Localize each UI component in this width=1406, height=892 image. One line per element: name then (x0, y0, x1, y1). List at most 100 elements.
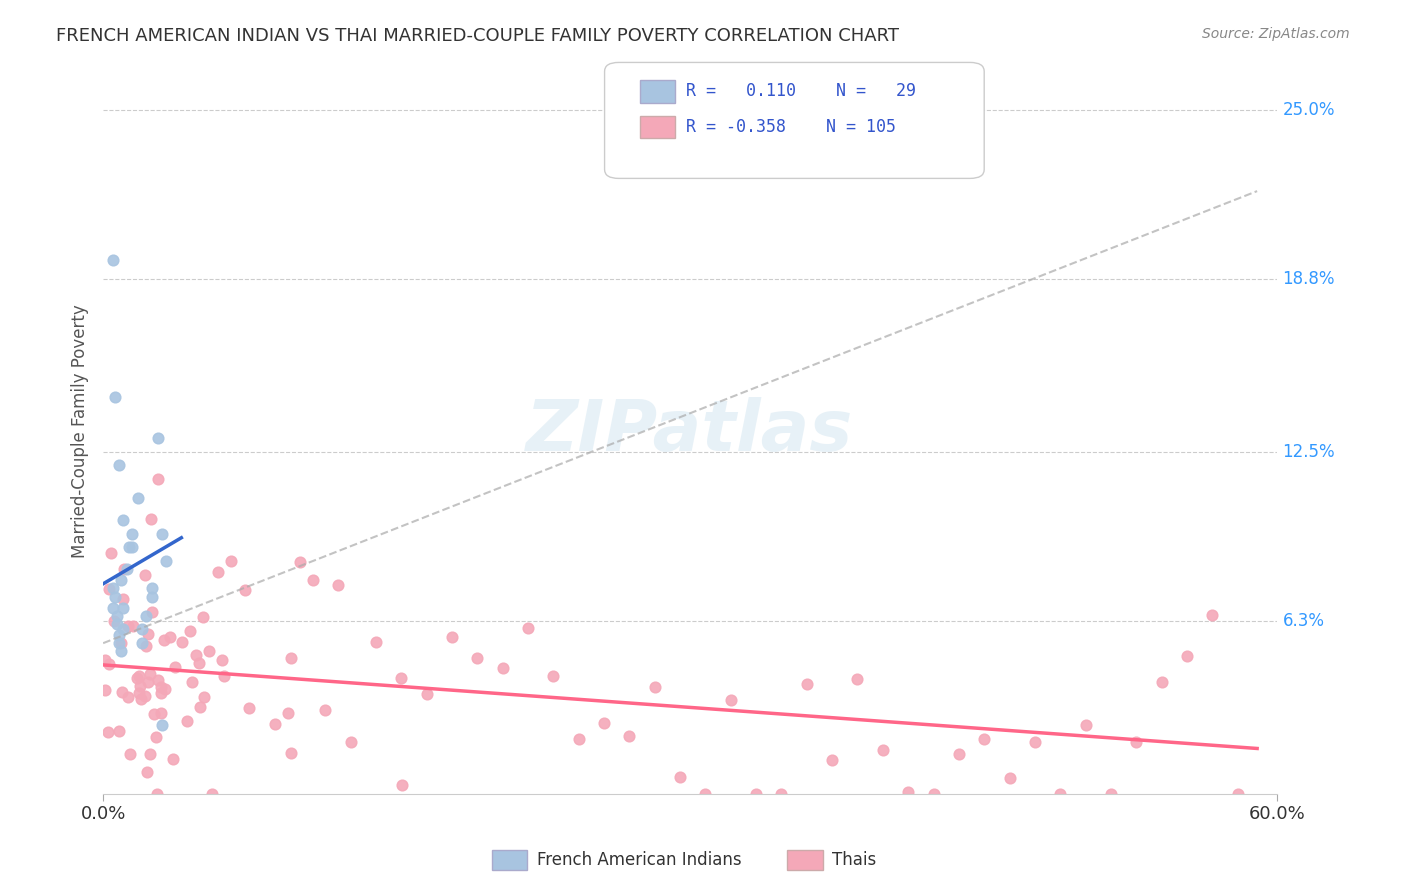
Point (146, 431, 169, 445)
Point (145, 730, 167, 744)
Point (187, 657, 209, 671)
Point (128, 669, 150, 683)
Point (207, 566, 229, 580)
Y-axis label: Married-Couple Family Poverty: Married-Couple Family Poverty (72, 304, 89, 558)
Point (141, 590, 163, 604)
Text: 25.0%: 25.0% (1282, 101, 1336, 119)
Point (1125, 734, 1147, 748)
Point (107, 628, 129, 642)
Point (201, 787, 224, 801)
Point (314, 703, 336, 717)
Point (720, 692, 742, 706)
Point (111, 685, 134, 699)
Point (100, 546, 122, 560)
Point (146, 673, 169, 687)
Text: 12.5%: 12.5% (1282, 442, 1336, 460)
Point (280, 746, 302, 760)
Point (127, 491, 149, 505)
Point (235, 582, 257, 597)
Point (391, 779, 413, 793)
Point (364, 635, 387, 649)
Point (543, 669, 565, 683)
Point (277, 706, 299, 721)
Text: R =   0.110    N =   29: R = 0.110 N = 29 (686, 82, 917, 100)
Point (155, 554, 177, 568)
Point (745, 787, 768, 801)
Point (922, 787, 945, 801)
Point (211, 653, 233, 667)
Point (948, 747, 970, 761)
Point (619, 729, 641, 743)
Point (135, 608, 157, 623)
Point (146, 787, 169, 801)
Point (339, 735, 361, 749)
Point (973, 731, 995, 746)
Point (139, 667, 162, 681)
Point (1226, 787, 1249, 801)
Point (159, 630, 181, 644)
Point (117, 618, 139, 632)
Point (110, 636, 132, 650)
Point (117, 690, 139, 705)
Point (128, 679, 150, 693)
Text: 6.3%: 6.3% (1282, 612, 1324, 631)
Point (176, 714, 198, 729)
Point (98, 582, 121, 597)
Point (111, 623, 134, 637)
Point (770, 787, 793, 801)
Point (118, 747, 141, 761)
Point (150, 686, 173, 700)
Point (111, 600, 134, 615)
Point (94, 683, 117, 698)
Point (105, 608, 128, 623)
Point (94, 653, 117, 667)
Point (136, 675, 159, 690)
Point (139, 747, 162, 761)
Point (1201, 608, 1223, 623)
Point (146, 472, 169, 486)
Point (163, 660, 186, 674)
Point (101, 253, 124, 268)
Point (112, 562, 135, 576)
Point (141, 511, 163, 525)
Point (110, 644, 132, 658)
Point (280, 651, 302, 665)
Point (263, 717, 285, 731)
Point (150, 680, 173, 694)
Point (1074, 717, 1097, 731)
Point (121, 541, 143, 555)
Text: 18.8%: 18.8% (1282, 270, 1336, 288)
Point (492, 661, 515, 675)
Text: Source: ZipAtlas.com: Source: ZipAtlas.com (1202, 27, 1350, 41)
Point (131, 636, 153, 650)
Point (142, 706, 165, 721)
Point (107, 723, 129, 738)
Point (1175, 649, 1198, 664)
Point (101, 600, 124, 615)
Point (103, 614, 125, 628)
Point (115, 562, 138, 576)
Point (111, 592, 134, 607)
Point (104, 390, 127, 404)
Text: ZIPatlas: ZIPatlas (526, 397, 853, 466)
Point (150, 706, 173, 720)
Point (416, 687, 439, 701)
Text: Thais: Thais (832, 851, 876, 869)
Point (135, 639, 157, 653)
Point (181, 675, 204, 690)
Point (107, 636, 129, 650)
Point (441, 630, 464, 644)
Point (131, 623, 153, 637)
Point (897, 785, 920, 799)
Point (695, 787, 717, 801)
Point (150, 526, 173, 541)
Point (193, 690, 215, 705)
Point (155, 681, 177, 696)
Point (150, 718, 173, 732)
Text: R = -0.358    N = 105: R = -0.358 N = 105 (686, 118, 896, 136)
Point (1024, 735, 1046, 749)
Point (152, 632, 174, 647)
Point (97, 724, 120, 739)
Point (101, 582, 124, 596)
Point (219, 554, 242, 568)
